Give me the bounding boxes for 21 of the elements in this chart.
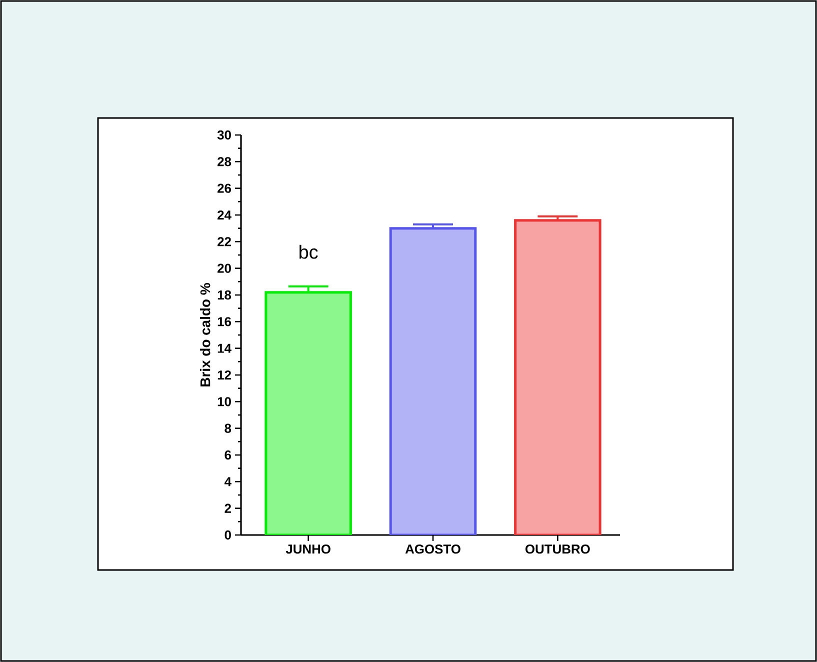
y-tick-label: 30 <box>217 130 231 140</box>
y-tick-label: 2 <box>224 504 231 513</box>
annotation: bc <box>300 244 318 259</box>
y-tick-label: 16 <box>218 317 232 326</box>
y-tick-label: 6 <box>224 450 232 460</box>
x-tick-label: OUTUBRO <box>525 544 590 554</box>
y-tick-label: 0 <box>224 530 231 540</box>
y-tick-label: 14 <box>218 344 232 353</box>
y-tick-label: 4 <box>224 477 232 486</box>
y-tick-label: 20 <box>218 264 231 273</box>
y-tick-label: 12 <box>218 370 231 380</box>
x-tick-label: JUNHO <box>286 544 330 554</box>
y-tick-label: 28 <box>218 157 232 166</box>
y-tick-label: 18 <box>218 290 232 300</box>
y-tick-label: 22 <box>218 237 231 246</box>
y-tick-label: 24 <box>218 210 232 220</box>
y-axis-title: Brix do caldo % <box>200 283 210 386</box>
y-tick-label: 26 <box>218 184 232 193</box>
y-tick-label: 10 <box>218 397 231 406</box>
x-tick-label: AGOSTO <box>405 544 460 554</box>
y-tick-label: 8 <box>224 424 232 433</box>
